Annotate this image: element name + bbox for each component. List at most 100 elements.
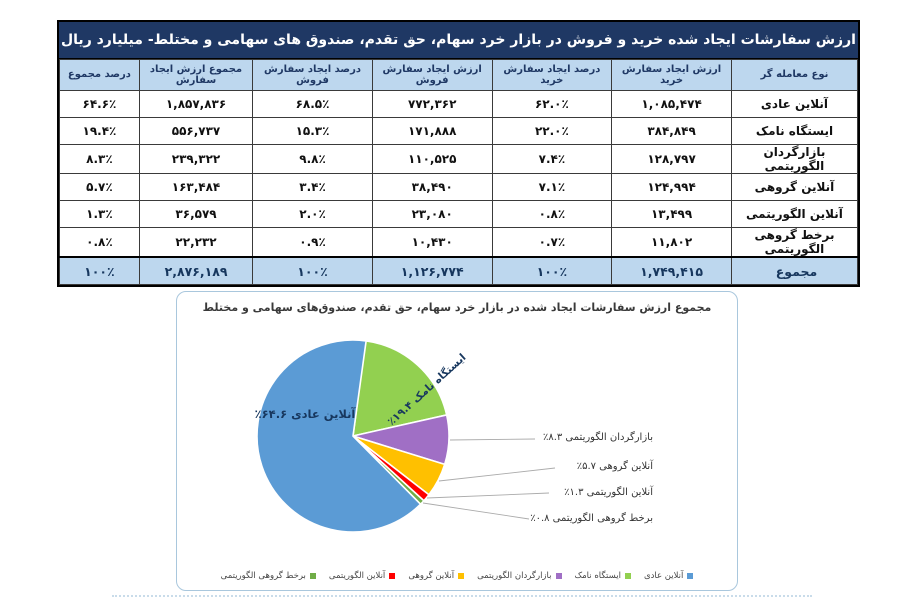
table-row: ایستگاه نامک ۳۸۴,۸۴۹ ۲۲.۰٪ ۱۷۱,۸۸۸ ۱۵.۳٪… bbox=[59, 117, 859, 145]
legend-swatch-yellow bbox=[458, 573, 465, 579]
orders-data-table: نوع معامله گر ارزش ایجاد سفارش خرید درصد… bbox=[59, 59, 859, 285]
total-percent: ۸.۳٪ bbox=[59, 144, 140, 174]
sell-percent: ۹.۸٪ bbox=[252, 144, 373, 174]
row-name: آنلاین الگوریتمی bbox=[730, 200, 859, 228]
sell-value: ۱۷۱,۸۸۸ bbox=[371, 117, 493, 145]
callout-group-algo: برخط گروهی الگوریتمی ۰.۸٪ bbox=[530, 513, 653, 524]
legend-item: ایستگاه نامک bbox=[575, 571, 631, 581]
leader-line-red bbox=[426, 492, 550, 499]
sell-percent: ۲.۰٪ bbox=[252, 200, 373, 228]
callout-online-group: آنلاین گروهی ۵.۷٪ bbox=[576, 461, 653, 472]
col-sell-value: ارزش ایجاد سفارش فروش bbox=[371, 59, 493, 91]
sell-value: ۳۸,۴۹۰ bbox=[371, 173, 493, 201]
legend-item: آنلاین گروهی bbox=[408, 571, 465, 581]
table-row: آنلاین الگوریتمی ۱۳,۴۹۹ ۰.۸٪ ۲۳,۰۸۰ ۲.۰٪… bbox=[59, 200, 859, 228]
col-buy-value: ارزش ایجاد سفارش خرید bbox=[611, 59, 732, 91]
legend-swatch-olive bbox=[309, 573, 316, 579]
sell-percent: ۱۵.۳٪ bbox=[252, 117, 373, 145]
sell-percent: ۰.۹٪ bbox=[252, 227, 373, 258]
buy-percent: ۰.۷٪ bbox=[491, 227, 613, 258]
pie-slices bbox=[256, 339, 450, 533]
table-title: ارزش سفارشات ایجاد شده خرید و فروش در با… bbox=[59, 22, 858, 59]
sell-percent: ۶۸.۵٪ bbox=[252, 90, 373, 118]
buy-value: ۳۸۴,۸۴۹ bbox=[611, 117, 732, 145]
buy-percent: ۷.۱٪ bbox=[491, 173, 613, 201]
sell-value: ۱۱۰,۵۲۵ bbox=[371, 144, 493, 174]
leader-line-purple bbox=[449, 438, 536, 441]
total-value: ۲۳۹,۳۲۲ bbox=[138, 144, 254, 174]
legend-item: برخط گروهی الگوریتمی bbox=[221, 571, 316, 581]
table-row: بازارگردان الگوریتمی ۱۲۸,۷۹۷ ۷.۴٪ ۱۱۰,۵۲… bbox=[59, 144, 859, 174]
buy-percent: ۷.۴٪ bbox=[491, 144, 613, 174]
buy-value: ۱۲۴,۹۹۴ bbox=[611, 173, 732, 201]
table-row: آنلاین گروهی ۱۲۴,۹۹۴ ۷.۱٪ ۳۸,۴۹۰ ۳.۴٪ ۱۶… bbox=[59, 173, 859, 201]
total-value: ۳۶,۵۷۹ bbox=[138, 200, 254, 228]
leader-line-olive bbox=[422, 502, 530, 520]
legend-swatch-purple bbox=[555, 573, 562, 579]
table-row: برخط گروهی الگوریتمی ۱۱,۸۰۲ ۰.۷٪ ۱۰,۴۳۰ … bbox=[59, 227, 859, 258]
total-buy-percent: ۱۰۰٪ bbox=[491, 256, 613, 285]
legend-label: بازارگردان الگوریتمی bbox=[477, 571, 552, 581]
total-value: ۵۵۶,۷۳۷ bbox=[138, 117, 254, 145]
callout-online-algo: آنلاین الگوریتمی ۱.۳٪ bbox=[564, 487, 653, 498]
table-row: آنلاین عادی ۱,۰۸۵,۴۷۴ ۶۲.۰٪ ۷۷۲,۳۶۲ ۶۸.۵… bbox=[59, 90, 859, 118]
legend-label: آنلاین الگوریتمی bbox=[328, 571, 386, 581]
total-value: ۱۶۳,۴۸۴ bbox=[138, 173, 254, 201]
total-percent: ۵.۷٪ bbox=[59, 173, 140, 201]
pie-label-online-ordinary: آنلاین عادی ۶۴.۶٪ bbox=[255, 407, 357, 421]
pie-chart: آنلاین عادی ۶۴.۶٪ ایستگاه نامک ۱۹.۴٪ bbox=[255, 339, 556, 533]
table-total-row: مجموع ۱,۷۴۹,۴۱۵ ۱۰۰٪ ۱,۱۲۶,۷۷۴ ۱۰۰٪ ۲,۸۷… bbox=[59, 256, 859, 285]
sell-value: ۲۳,۰۸۰ bbox=[371, 200, 493, 228]
bottom-divider bbox=[112, 595, 812, 597]
col-sell-percent: درصد ایجاد سفارش فروش bbox=[252, 59, 373, 91]
total-total-value: ۲,۸۷۶,۱۸۹ bbox=[138, 256, 254, 285]
total-total-percent: ۱۰۰٪ bbox=[59, 256, 140, 285]
legend-swatch-blue bbox=[687, 573, 694, 579]
sell-percent: ۳.۴٪ bbox=[252, 173, 373, 201]
legend-swatch-green bbox=[624, 573, 631, 579]
total-sell-value: ۱,۱۲۶,۷۷۴ bbox=[371, 256, 493, 285]
buy-value: ۱۲۸,۷۹۷ bbox=[611, 144, 732, 174]
total-percent: ۱.۳٪ bbox=[59, 200, 140, 228]
legend-item: بازارگردان الگوریتمی bbox=[477, 571, 562, 581]
total-row-name: مجموع bbox=[730, 256, 859, 285]
col-total-value: مجموع ارزش ایجاد سفارش bbox=[138, 59, 254, 91]
col-buy-percent: درصد ایجاد سفارش خرید bbox=[491, 59, 613, 91]
row-name: برخط گروهی الگوریتمی bbox=[730, 227, 859, 258]
legend-label: آنلاین گروهی bbox=[408, 571, 455, 581]
legend-item: آنلاین الگوریتمی bbox=[328, 571, 396, 581]
total-percent: ۰.۸٪ bbox=[59, 227, 140, 258]
row-name: بازارگردان الگوریتمی bbox=[730, 144, 859, 174]
col-total-percent: درصد مجموع bbox=[59, 59, 140, 91]
buy-percent: ۶۲.۰٪ bbox=[491, 90, 613, 118]
total-sell-percent: ۱۰۰٪ bbox=[252, 256, 373, 285]
pie-slice bbox=[352, 339, 448, 438]
row-name: ایستگاه نامک bbox=[730, 117, 859, 145]
buy-percent: ۰.۸٪ bbox=[491, 200, 613, 228]
buy-value: ۱,۰۸۵,۴۷۴ bbox=[611, 90, 732, 118]
legend-label: آنلاین عادی bbox=[643, 571, 684, 581]
row-name: آنلاین عادی bbox=[730, 90, 859, 118]
buy-value: ۱۱,۸۰۲ bbox=[611, 227, 732, 258]
col-trader-type: نوع معامله گر bbox=[730, 59, 859, 91]
sell-value: ۷۷۲,۳۶۲ bbox=[371, 90, 493, 118]
pie-chart-panel: مجموع ارزش سفارشات ایجاد شده در بازار خر… bbox=[176, 291, 738, 591]
buy-percent: ۲۲.۰٪ bbox=[491, 117, 613, 145]
leader-line-yellow bbox=[438, 467, 556, 482]
sell-value: ۱۰,۴۳۰ bbox=[371, 227, 493, 258]
chart-legend: آنلاین عادی ایستگاه نامک بازارگردان الگو… bbox=[177, 571, 737, 581]
total-value: ۱,۸۵۷,۸۳۶ bbox=[138, 90, 254, 118]
table-header-row: نوع معامله گر ارزش ایجاد سفارش خرید درصد… bbox=[59, 59, 859, 91]
row-name: آنلاین گروهی bbox=[730, 173, 859, 201]
legend-label: برخط گروهی الگوریتمی bbox=[220, 571, 306, 581]
total-percent: ۶۴.۶٪ bbox=[59, 90, 140, 118]
legend-swatch-red bbox=[389, 573, 396, 579]
chart-title: مجموع ارزش سفارشات ایجاد شده در بازار خر… bbox=[202, 301, 712, 314]
total-value: ۲۲,۲۳۲ bbox=[138, 227, 254, 258]
buy-value: ۱۳,۴۹۹ bbox=[611, 200, 732, 228]
callout-market-maker: بازارگردان الگوریتمی ۸.۳٪ bbox=[542, 432, 653, 443]
legend-item: آنلاین عادی bbox=[643, 571, 694, 581]
legend-label: ایستگاه نامک bbox=[574, 571, 621, 581]
pie-slice bbox=[256, 339, 422, 533]
